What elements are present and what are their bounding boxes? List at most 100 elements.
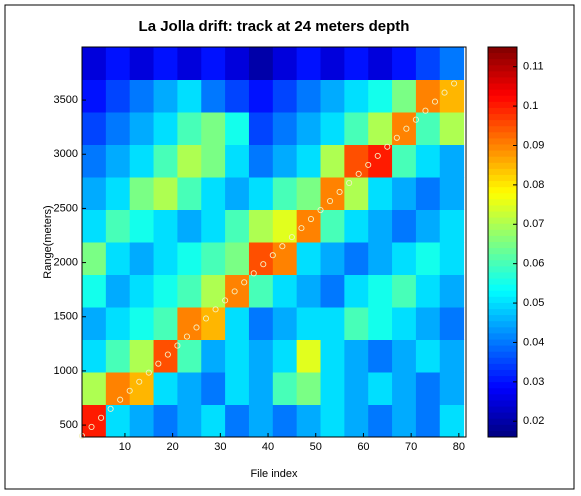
x-tick-label: 40	[262, 441, 274, 453]
track-point	[431, 98, 439, 105]
heatmap-cell	[105, 339, 131, 373]
colorbar-segment	[488, 95, 517, 103]
heatmap-cell	[320, 339, 345, 373]
heatmap-cell	[177, 47, 202, 80]
heatmap-cell	[105, 144, 131, 178]
heatmap-cell	[225, 242, 250, 275]
heatmap-cell	[177, 209, 202, 243]
colorbar-segment	[488, 205, 517, 213]
heatmap-cell	[248, 144, 274, 178]
heatmap-cell	[129, 242, 155, 275]
colorbar-segment	[488, 187, 517, 194]
y-tick-label: 3500	[54, 94, 78, 106]
heatmap-cell	[415, 274, 441, 308]
colorbar-segment	[488, 424, 517, 432]
heatmap-cell	[392, 274, 417, 308]
heatmap-cell	[344, 112, 369, 145]
heatmap-cell	[177, 404, 202, 438]
track-point	[355, 170, 362, 177]
heatmap-cell	[415, 144, 441, 178]
heatmap-cell	[105, 79, 131, 113]
heatmap-cell	[82, 209, 107, 243]
heatmap-cell	[296, 307, 322, 340]
colorbar-segment	[488, 418, 517, 426]
y-tick-label: 2000	[54, 256, 78, 268]
track-point	[393, 134, 400, 141]
heatmap-cell	[320, 177, 345, 210]
heatmap-cell	[153, 47, 178, 80]
colorbar-segment	[488, 376, 517, 383]
colorbar-segment	[488, 309, 517, 316]
x-tick-label: 60	[357, 441, 369, 453]
colorbar-tick-label: 0.06	[523, 258, 544, 270]
colorbar-segment	[488, 120, 517, 127]
track-point	[365, 161, 372, 168]
heatmap-cell	[129, 144, 155, 178]
heatmap-cell	[153, 144, 178, 178]
heatmap-cell	[368, 242, 393, 275]
heatmap-cell	[320, 79, 345, 113]
heatmap-cell	[153, 404, 178, 438]
heatmap-cell	[201, 404, 226, 438]
heatmap-cell	[248, 112, 274, 145]
track-point	[212, 306, 219, 313]
heatmap-cell	[439, 209, 465, 243]
heatmap-cell	[439, 47, 465, 80]
track-point	[298, 225, 305, 232]
colorbar-segment	[488, 321, 517, 328]
heatmap-cell	[368, 274, 393, 308]
track-point	[422, 107, 429, 114]
heatmap-cell	[201, 372, 226, 405]
heatmap-cell	[439, 339, 465, 373]
colorbar-segment	[488, 382, 517, 389]
track-point	[374, 152, 381, 159]
heatmap-cell	[272, 274, 298, 308]
heatmap-cell	[368, 209, 393, 243]
heatmap-cell	[344, 372, 369, 405]
colorbar-frame	[487, 46, 518, 438]
heatmap-cell	[392, 177, 417, 210]
heatmap-cell	[296, 177, 322, 210]
heatmap-cell	[320, 144, 345, 178]
colorbar-segment	[488, 89, 517, 97]
heatmap-cell	[201, 177, 226, 210]
track-point	[164, 351, 171, 358]
heatmap-cell	[392, 47, 417, 80]
colorbar-segment	[488, 83, 517, 91]
colorbar-segment	[488, 114, 517, 121]
heatmap-cell	[201, 339, 226, 373]
colorbar-segment	[488, 168, 517, 176]
heatmap-cell	[320, 404, 345, 438]
heatmap-cell	[177, 307, 202, 340]
colorbar-segment	[488, 339, 517, 347]
colorbar-segment	[488, 162, 517, 170]
heatmap-cell	[344, 339, 369, 373]
y-tick-label: 3000	[54, 148, 78, 160]
heatmap-cell	[392, 79, 417, 113]
track-point	[183, 333, 190, 340]
heatmap-cell	[296, 112, 322, 145]
heatmap-cell	[368, 404, 393, 438]
colorbar-segment	[488, 327, 517, 334]
track-point	[346, 179, 353, 187]
heatmap-cell	[105, 404, 131, 438]
heatmap-cell	[368, 307, 393, 340]
x-tick-label: 10	[119, 441, 131, 453]
heatmap-cell	[320, 274, 345, 308]
track-point	[193, 324, 200, 331]
heatmap-cell	[415, 209, 441, 243]
heatmap-cell	[272, 307, 298, 340]
colorbar-tick-label: 0.08	[523, 179, 544, 191]
heatmap-cell	[201, 144, 226, 178]
track-point	[241, 279, 248, 286]
y-axis-label: Range(meters)	[42, 205, 54, 278]
heatmap-cell	[272, 47, 298, 80]
track-point	[317, 206, 324, 214]
heatmap-cell	[201, 209, 226, 243]
heatmap-cell	[415, 307, 441, 340]
colorbar-tick-label: 0.02	[523, 415, 544, 427]
colorbar-segment	[488, 126, 517, 133]
heatmap-cell	[248, 242, 274, 275]
heatmap-cell	[225, 404, 250, 438]
